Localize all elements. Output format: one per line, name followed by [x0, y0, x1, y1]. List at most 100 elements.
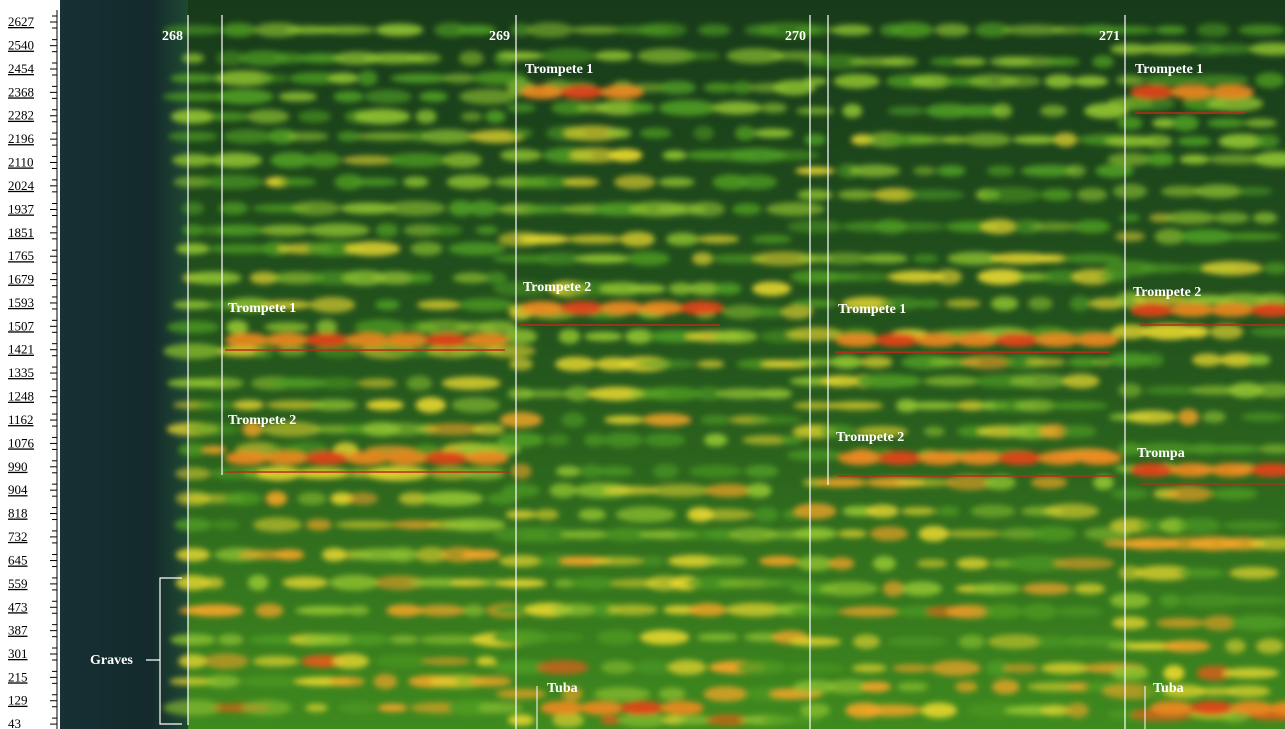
blob — [297, 492, 326, 505]
blob — [1092, 55, 1114, 68]
blob — [889, 222, 946, 231]
blob — [1028, 297, 1053, 311]
blob — [367, 466, 430, 481]
blob — [319, 26, 375, 35]
y-tick-label: 2454 — [8, 61, 35, 76]
blob — [787, 220, 842, 233]
blob — [815, 478, 866, 488]
blob — [461, 112, 483, 121]
blob — [598, 466, 634, 476]
blob — [333, 91, 363, 102]
blob — [178, 654, 207, 668]
blob — [255, 604, 283, 618]
blob — [658, 100, 717, 116]
blob — [1062, 374, 1099, 388]
blob — [176, 548, 211, 561]
blob — [737, 175, 778, 190]
blob — [894, 479, 953, 487]
blob — [1031, 526, 1076, 541]
blob — [892, 664, 932, 672]
y-tick-label: 904 — [8, 482, 28, 497]
y-tick-label: 301 — [8, 646, 28, 661]
blob — [216, 224, 264, 236]
blob — [634, 661, 672, 674]
blob — [1166, 486, 1213, 502]
blob — [266, 491, 288, 506]
annotation-label: Trompete 2 — [836, 430, 904, 445]
blob — [210, 153, 262, 168]
blob — [1159, 594, 1181, 607]
blob — [345, 333, 389, 347]
blob — [403, 177, 429, 188]
blob — [943, 530, 1001, 538]
blob — [700, 415, 730, 425]
blob — [697, 360, 725, 368]
blob — [597, 630, 637, 645]
blob — [294, 468, 351, 479]
blob — [831, 356, 862, 369]
blob — [419, 91, 448, 101]
blob — [1255, 72, 1285, 88]
blob — [1253, 212, 1278, 223]
blob — [373, 674, 397, 689]
blob — [1208, 44, 1254, 54]
blob — [472, 423, 504, 434]
blob — [212, 520, 240, 530]
blob — [789, 637, 842, 647]
blob — [425, 333, 469, 347]
blob — [1177, 137, 1212, 146]
spectrogram-screenshot: 2627254024542368228221962110202419371851… — [0, 0, 1285, 729]
blob — [358, 71, 378, 86]
blob — [344, 242, 400, 257]
blob — [704, 556, 747, 566]
blob — [556, 466, 581, 477]
blob — [1111, 666, 1149, 681]
blob — [1190, 701, 1234, 715]
blob — [546, 434, 569, 446]
blob — [534, 509, 559, 520]
blob — [1054, 133, 1078, 147]
blob — [444, 73, 476, 83]
blob — [1210, 85, 1254, 99]
blob — [1179, 155, 1209, 165]
blob — [600, 716, 620, 724]
annotation-label: Trompete 1 — [228, 301, 296, 316]
blob — [1192, 353, 1223, 366]
blob — [594, 51, 633, 62]
blob — [873, 556, 896, 571]
blob — [1130, 463, 1174, 477]
blob — [584, 332, 623, 341]
blob — [1210, 303, 1254, 317]
blob — [913, 254, 939, 262]
blob — [426, 225, 462, 236]
blob — [520, 301, 564, 315]
blob — [759, 556, 799, 566]
blob — [829, 557, 855, 569]
blob — [425, 451, 469, 465]
blob — [218, 634, 243, 645]
blob — [561, 412, 585, 427]
blob — [498, 433, 545, 447]
blob — [292, 201, 341, 215]
blob — [760, 103, 787, 113]
blob — [1120, 214, 1140, 222]
blob — [1066, 703, 1089, 718]
blob — [1197, 23, 1230, 37]
blob — [626, 252, 670, 266]
blob — [594, 687, 650, 700]
blob — [875, 333, 919, 347]
blob — [703, 83, 735, 93]
blob — [833, 74, 880, 89]
blob — [600, 85, 644, 99]
blob — [204, 653, 249, 669]
blob — [662, 150, 686, 160]
blob — [386, 604, 422, 616]
blob — [520, 85, 564, 99]
blob — [386, 201, 446, 216]
blob — [417, 605, 466, 617]
blob — [1225, 639, 1245, 653]
blob — [463, 604, 484, 616]
blob — [1093, 475, 1114, 489]
blob — [603, 432, 643, 447]
blob — [1126, 410, 1176, 423]
